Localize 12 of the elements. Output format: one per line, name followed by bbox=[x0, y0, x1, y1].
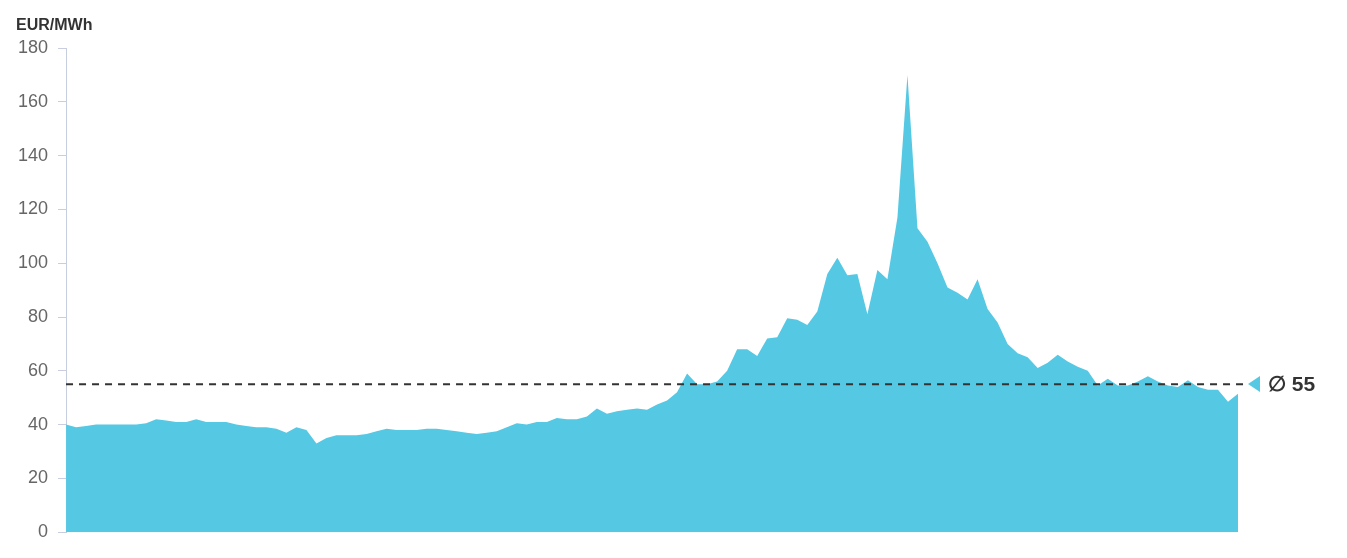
y-tick-label: 40 bbox=[28, 413, 49, 434]
y-tick-label: 80 bbox=[28, 305, 49, 326]
y-tick-label: 20 bbox=[28, 467, 49, 488]
ref-line-label: ∅ 55 bbox=[1268, 372, 1316, 396]
y-tick-label: 60 bbox=[28, 359, 49, 380]
y-tick-label: 120 bbox=[17, 198, 49, 219]
y-tick-label: 160 bbox=[17, 90, 49, 111]
y-tick-label: 0 bbox=[38, 521, 49, 542]
y-tick-label: 140 bbox=[17, 144, 49, 165]
y-tick-label: 180 bbox=[17, 36, 49, 57]
y-axis-title: EUR/MWh bbox=[16, 16, 93, 34]
y-tick-label: 100 bbox=[17, 252, 49, 273]
